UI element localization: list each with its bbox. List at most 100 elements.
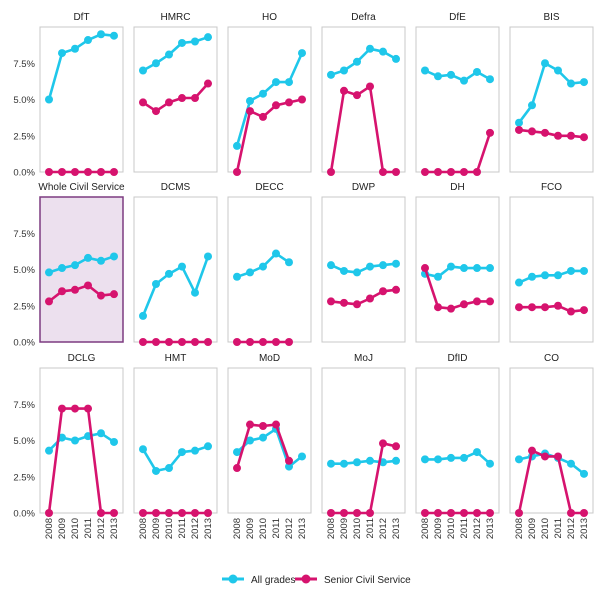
x-tick-label: 2010 — [164, 518, 175, 539]
series-senior-civil-service-point — [567, 131, 575, 140]
series-all-grades-point — [366, 456, 374, 465]
series-senior-civil-service-point — [434, 509, 442, 517]
series-all-grades-point — [340, 459, 348, 468]
legend-label: Senior Civil Service — [324, 575, 411, 586]
series-all-grades-point — [152, 59, 160, 68]
series-senior-civil-service-point — [421, 168, 429, 176]
series-all-grades-point — [473, 264, 481, 273]
series-all-grades-point — [246, 268, 254, 277]
panel-frame — [415, 26, 500, 173]
series-all-grades-point — [152, 466, 160, 475]
series-senior-civil-service-point — [421, 264, 429, 273]
series-senior-civil-service-point — [580, 509, 588, 517]
series-senior-civil-service-point — [298, 95, 306, 104]
series-all-grades-point — [152, 280, 160, 288]
x-tick-label: 2012 — [190, 518, 201, 539]
series-all-grades-point — [246, 436, 254, 445]
panel-frame — [227, 196, 312, 343]
series-all-grades-point — [285, 462, 293, 471]
x-tick-label: 2009 — [527, 518, 538, 539]
series-all-grades-point — [259, 89, 267, 98]
series-senior-civil-service-point — [379, 439, 387, 448]
y-tick-label: 5.0% — [13, 436, 35, 447]
series-all-grades-point — [580, 266, 588, 275]
series-all-grades-point — [233, 448, 241, 457]
y-tick-label: 5.0% — [13, 265, 35, 276]
panel-dfe: DfE — [415, 12, 500, 176]
panel-frame — [227, 367, 312, 514]
series-senior-civil-service-point — [246, 420, 254, 429]
series-all-grades-point — [272, 249, 280, 258]
panel-frame — [321, 367, 406, 514]
series-all-grades-point — [340, 266, 348, 275]
panel-title: DfT — [73, 12, 89, 23]
series-all-grades-point — [204, 33, 212, 42]
series-senior-civil-service-point — [486, 509, 494, 517]
panel-title: DfE — [449, 12, 466, 23]
series-all-grades-point — [71, 44, 79, 53]
x-tick-label: 2011 — [83, 518, 94, 538]
panel-title: MoJ — [354, 353, 373, 364]
x-tick-label: 2013 — [579, 518, 590, 539]
series-senior-civil-service-point — [97, 168, 105, 176]
series-all-grades-point — [298, 452, 306, 461]
x-tick-label: 2009 — [433, 518, 444, 539]
series-senior-civil-service-point — [515, 303, 523, 312]
series-senior-civil-service-point — [45, 168, 53, 176]
panel-hmt: HMT 2008 2009 2010 2011 2012 2013 — [133, 353, 218, 539]
panel-frame — [509, 26, 594, 173]
panel-title: DCLG — [68, 353, 96, 364]
series-all-grades-point — [353, 57, 361, 66]
series-all-grades-point — [554, 66, 562, 75]
series-all-grades-point — [379, 47, 387, 56]
series-all-grades-point — [178, 448, 186, 457]
series-all-grades-point — [379, 261, 387, 270]
series-senior-civil-service-point — [541, 303, 549, 312]
series-all-grades-point — [434, 455, 442, 464]
y-tick-label: 7.5% — [13, 400, 35, 411]
series-all-grades-point — [58, 264, 66, 273]
x-tick-label: 2008 — [138, 518, 149, 539]
series-all-grades-point — [353, 268, 361, 277]
x-tick-label: 2008 — [44, 518, 55, 539]
series-all-grades-point — [110, 31, 118, 40]
series-all-grades-point — [486, 264, 494, 273]
series-all-grades-point — [139, 66, 147, 75]
x-tick-label: 2011 — [271, 518, 282, 538]
y-tick-label: 0.0% — [13, 338, 35, 349]
series-senior-civil-service-point — [554, 131, 562, 140]
series-senior-civil-service-point — [327, 509, 335, 517]
panel-title: DfID — [448, 353, 468, 364]
series-all-grades-point — [447, 70, 455, 79]
x-tick-label: 2013 — [391, 518, 402, 539]
series-senior-civil-service-point — [340, 509, 348, 517]
series-all-grades-point — [366, 44, 374, 53]
series-senior-civil-service-point — [110, 290, 118, 299]
series-senior-civil-service-point — [486, 128, 494, 137]
series-all-grades-point — [515, 455, 523, 464]
panel-title: DCMS — [161, 182, 191, 193]
panel-title: HO — [262, 12, 277, 23]
panel-title: CO — [544, 353, 559, 364]
series-all-grades-point — [567, 459, 575, 468]
series-all-grades-point — [486, 75, 494, 84]
series-all-grades-point — [233, 272, 241, 281]
series-senior-civil-service-point — [233, 464, 241, 473]
x-tick-label: 2009 — [151, 518, 162, 539]
series-all-grades-point — [191, 446, 199, 455]
series-senior-civil-service-point — [259, 422, 267, 430]
series-senior-civil-service-point — [285, 98, 293, 107]
series-senior-civil-service-point — [165, 338, 173, 346]
series-senior-civil-service-point — [285, 338, 293, 346]
panel-bis: BIS — [509, 12, 594, 173]
panel-frame — [39, 196, 124, 343]
panel-fco: FCO — [509, 182, 594, 343]
series-senior-civil-service-point — [204, 79, 212, 88]
series-senior-civil-service-point — [191, 94, 199, 103]
series-senior-civil-service-point — [528, 127, 536, 136]
x-tick-label: 2013 — [297, 518, 308, 539]
x-tick-label: 2010 — [446, 518, 457, 539]
series-senior-civil-service-point — [285, 456, 293, 465]
x-tick-label: 2011 — [459, 518, 470, 538]
